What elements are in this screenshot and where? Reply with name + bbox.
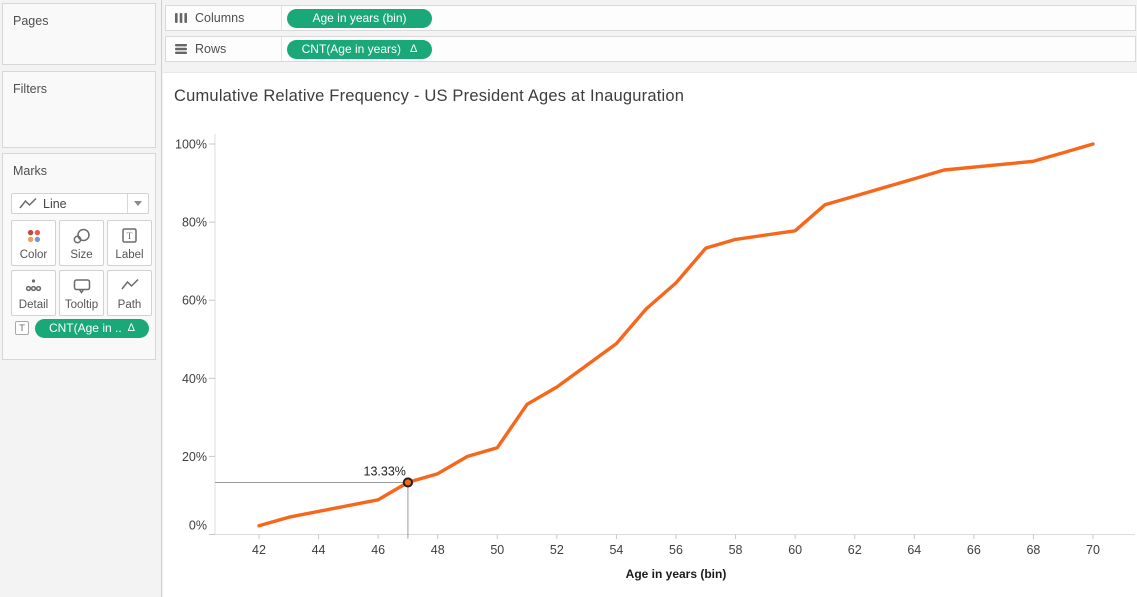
size-button-label: Size bbox=[70, 249, 93, 261]
detail-button-label: Detail bbox=[18, 299, 49, 311]
svg-text:T: T bbox=[127, 232, 133, 242]
mark-type-value: Line bbox=[43, 196, 67, 211]
filters-shelf[interactable]: Filters bbox=[2, 71, 156, 148]
x-tick-label: 50 bbox=[490, 543, 504, 557]
x-tick-label: 58 bbox=[729, 543, 743, 557]
chevron-down-icon bbox=[134, 201, 142, 206]
x-tick-label: 64 bbox=[907, 543, 921, 557]
x-tick-label: 62 bbox=[848, 543, 862, 557]
x-tick-label: 44 bbox=[312, 543, 326, 557]
filters-label: Filters bbox=[13, 82, 48, 96]
chart-view: Cumulative Relative Frequency - US Presi… bbox=[163, 72, 1137, 597]
y-tick-label: 0% bbox=[189, 519, 207, 533]
dropdown-caret-zone[interactable] bbox=[127, 194, 148, 213]
y-tick-label: 20% bbox=[182, 450, 207, 464]
cumulative-frequency-line[interactable] bbox=[257, 142, 1095, 528]
x-tick-label: 68 bbox=[1026, 543, 1040, 557]
size-circles-icon bbox=[73, 228, 90, 244]
table-calc-delta-icon: Δ bbox=[127, 322, 136, 334]
y-tick-label: 80% bbox=[182, 216, 207, 230]
rows-label: Rows bbox=[195, 42, 227, 56]
tooltip-button[interactable]: Tooltip bbox=[59, 270, 104, 316]
x-axis-title: Age in years (bin) bbox=[625, 567, 727, 581]
detail-dots-icon bbox=[25, 279, 42, 292]
x-tick-label: 46 bbox=[371, 543, 385, 557]
x-tick-label: 54 bbox=[609, 543, 623, 557]
color-dots-icon bbox=[27, 229, 40, 243]
shelf-separator bbox=[281, 37, 282, 61]
y-tick-label: 60% bbox=[182, 294, 207, 308]
path-button-label: Path bbox=[117, 299, 142, 311]
columns-pill-text: Age in years (bin) bbox=[312, 11, 407, 25]
color-button[interactable]: Color bbox=[11, 220, 56, 266]
x-tick-label: 56 bbox=[669, 543, 683, 557]
x-tick-label: 52 bbox=[550, 543, 564, 557]
line-chart-icon bbox=[19, 197, 37, 209]
rows-icon bbox=[175, 44, 187, 54]
table-calc-delta-icon: Δ bbox=[410, 43, 418, 55]
text-mark-icon: T bbox=[15, 321, 29, 335]
rows-pill[interactable]: CNT(Age in years) Δ bbox=[287, 39, 432, 59]
x-tick-label: 60 bbox=[788, 543, 802, 557]
x-tick-label: 70 bbox=[1086, 543, 1100, 557]
path-button[interactable]: Path bbox=[107, 270, 152, 316]
mark-value-label: 13.33% bbox=[364, 464, 406, 478]
rows-shelf[interactable]: Rows CNT(Age in years) Δ bbox=[165, 36, 1136, 62]
x-tick-label: 66 bbox=[967, 543, 981, 557]
path-line-icon bbox=[120, 278, 139, 290]
rows-pill-text: CNT(Age in years) bbox=[301, 42, 401, 56]
selected-mark[interactable] bbox=[402, 477, 414, 488]
label-button-label: Label bbox=[115, 249, 144, 261]
y-tick-label: 100% bbox=[175, 138, 207, 152]
size-button[interactable]: Size bbox=[59, 220, 104, 266]
x-tick-label: 42 bbox=[252, 543, 266, 557]
color-button-label: Color bbox=[19, 249, 48, 261]
text-label-icon: T bbox=[122, 228, 137, 243]
columns-icon bbox=[175, 13, 187, 23]
marks-pill-text: CNT(Age in .. bbox=[48, 321, 122, 335]
main-area: Columns Age in years (bin) Rows CNT(Age … bbox=[162, 0, 1137, 597]
pages-shelf[interactable]: Pages bbox=[2, 3, 156, 65]
y-tick-label: 40% bbox=[182, 372, 207, 386]
shelf-separator bbox=[281, 6, 282, 30]
mark-type-dropdown[interactable]: Line bbox=[11, 193, 149, 214]
columns-shelf[interactable]: Columns Age in years (bin) bbox=[165, 5, 1136, 31]
chart-title: Cumulative Relative Frequency - US Presi… bbox=[174, 87, 685, 105]
marks-pill-row: T CNT(Age in .. Δ bbox=[15, 318, 149, 338]
pages-label: Pages bbox=[13, 14, 49, 28]
columns-label: Columns bbox=[195, 11, 245, 25]
side-panel: Pages Filters Marks Line bbox=[0, 0, 162, 597]
detail-button[interactable]: Detail bbox=[11, 270, 56, 316]
label-button[interactable]: T Label bbox=[107, 220, 152, 266]
x-tick-label: 48 bbox=[431, 543, 445, 557]
plot-area[interactable]: 0% 20% 40% 60% 80% 100% 42 44 46 48 50 52 54 56 58 60 62… bbox=[163, 126, 1137, 567]
marks-label-pill[interactable]: CNT(Age in .. Δ bbox=[35, 318, 149, 338]
marks-label: Marks bbox=[13, 164, 48, 178]
columns-pill[interactable]: Age in years (bin) bbox=[287, 8, 432, 28]
marks-card: Marks Line Color bbox=[2, 153, 156, 360]
tooltip-button-label: Tooltip bbox=[64, 299, 99, 311]
tooltip-bubble-icon bbox=[73, 279, 90, 294]
